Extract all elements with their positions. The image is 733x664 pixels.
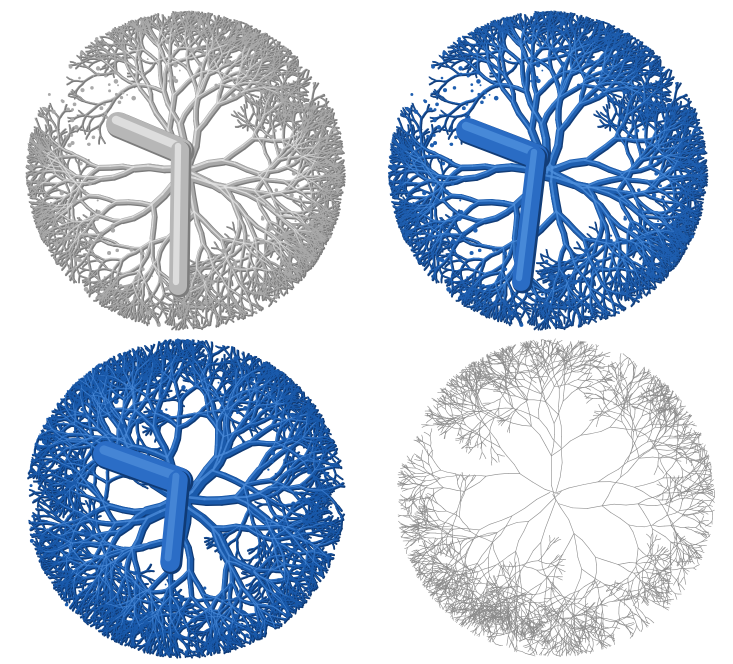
blue-smooth-rendering-panel bbox=[0, 332, 366, 664]
blue-vessel-tree-image bbox=[366, 0, 733, 332]
blue-surface-rendering-panel bbox=[366, 0, 733, 332]
gray-surface-rendering-panel bbox=[0, 0, 366, 332]
vessel-branches bbox=[398, 339, 715, 657]
vessel-skeleton-image bbox=[366, 332, 733, 664]
skeleton-centerline-panel bbox=[366, 332, 733, 664]
vessel-branches bbox=[388, 11, 707, 330]
blue-smooth-vessel-tree-image bbox=[0, 332, 366, 664]
gray-vessel-tree-image bbox=[0, 0, 366, 332]
